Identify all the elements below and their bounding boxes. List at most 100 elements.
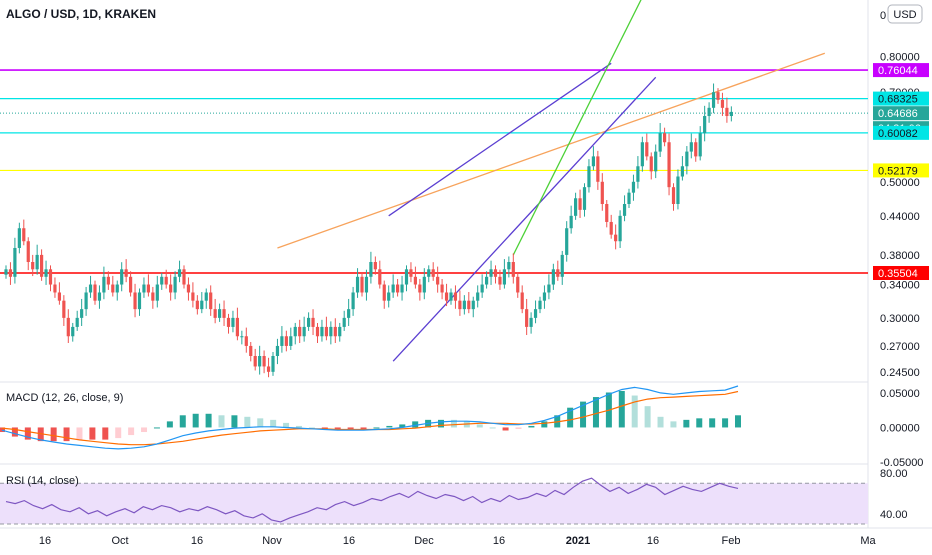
time-tick-label: Oct: [111, 535, 128, 547]
time-axis[interactable]: 16 Oct 16 Nov 16 Dec 16 2021 16 Feb Ma: [39, 535, 877, 547]
candle-body: [351, 292, 355, 310]
candle-body: [507, 262, 511, 270]
candle-body: [360, 276, 364, 293]
candle-body: [694, 142, 698, 157]
candle-body: [4, 269, 8, 275]
candle-body: [124, 269, 128, 277]
price-label-bg: [873, 63, 929, 78]
candle-body: [17, 228, 21, 248]
price-axis[interactable]: 0.800000.700000.600000.500000.440000.380…: [880, 52, 923, 521]
candle-body: [355, 276, 360, 293]
macd-histogram-bar: [244, 416, 251, 428]
macd-histogram-bar: [618, 390, 625, 428]
candle-body: [120, 269, 124, 285]
candle-body: [449, 292, 453, 301]
candle-body: [218, 309, 222, 318]
candle-body: [467, 300, 471, 310]
candle-body: [703, 116, 707, 134]
candle-body: [93, 284, 97, 301]
macd-histogram-bar: [502, 427, 509, 431]
macd-histogram-bar: [102, 427, 109, 440]
candle-body: [440, 284, 444, 293]
price-tick-label: 0.44000: [880, 211, 920, 223]
candle-body: [462, 300, 466, 310]
candle-body: [53, 284, 57, 293]
candle-body: [240, 336, 244, 338]
trendline-green-support: [512, 0, 642, 256]
price-label-bg: [873, 163, 929, 178]
candle-body: [409, 269, 413, 277]
candle-body: [720, 99, 725, 108]
price-label-text: 0.35504: [878, 268, 918, 280]
candle-body: [8, 269, 13, 277]
macd-histogram-bar: [50, 427, 57, 442]
time-tick-label: Dec: [414, 535, 434, 547]
candle-body: [66, 317, 70, 337]
time-tick-label: Ma: [860, 535, 876, 547]
candle-body: [529, 317, 533, 327]
macd-histogram-bar: [295, 425, 302, 428]
price-label-bg: [873, 106, 929, 121]
candle-body: [84, 292, 88, 310]
price-label-horizontal-line: 0.68325: [873, 91, 929, 106]
candle-body: [182, 269, 186, 285]
candle-body: [329, 326, 333, 337]
candle-body: [569, 215, 573, 229]
candle-body: [75, 317, 79, 327]
candle-body: [698, 133, 702, 157]
candle-body: [204, 292, 208, 301]
candle-body: [137, 292, 142, 310]
candle-body: [249, 345, 253, 356]
candle-body: [485, 276, 489, 285]
candle-body: [226, 317, 231, 327]
candle-body: [711, 92, 716, 108]
candle-body: [378, 269, 382, 285]
candle-body: [493, 269, 498, 277]
candle-body: [253, 355, 257, 367]
candle-body: [284, 336, 288, 346]
candle-body: [271, 355, 275, 372]
candle-body: [520, 292, 524, 310]
candle-body: [275, 345, 280, 356]
rsi-tick-label: 80.00: [880, 468, 908, 480]
candle-body: [636, 166, 640, 182]
candle-body: [538, 300, 542, 310]
rsi-line: [5, 477, 739, 523]
candle-body: [22, 228, 26, 242]
candle-body: [280, 336, 284, 346]
candle-body: [560, 254, 564, 277]
candle-body: [111, 284, 115, 293]
macd-histogram-bar: [205, 413, 212, 428]
symbol-title: ALGO / USD, 1D, KRAKEN: [6, 7, 156, 21]
macd-histogram-bar: [128, 427, 135, 436]
price-label-horizontal-line: 0.76044: [873, 63, 929, 78]
candle-body: [173, 276, 177, 293]
macd-histogram-bar: [386, 425, 393, 428]
price-label-bg: [873, 91, 929, 106]
candle-body: [622, 203, 627, 216]
price-label-bg: [873, 125, 929, 140]
price-labels: 0.760440.683250.6468604:31:060.600820.52…: [873, 63, 929, 280]
macd-histogram-bar: [166, 421, 173, 428]
macd-histogram-bar: [644, 406, 651, 428]
candle-body: [231, 317, 235, 327]
candle-body: [222, 309, 226, 318]
rsi-indicator: [5, 477, 739, 523]
currency-button[interactable]: USD: [887, 4, 923, 24]
price-label-text: 0.52179: [878, 165, 918, 177]
candle-body: [542, 292, 547, 301]
macd-histogram-bar: [696, 418, 703, 428]
candle-body: [547, 284, 551, 293]
macd-histogram-bar: [592, 397, 599, 428]
candle-body: [551, 269, 555, 285]
candle-body: [200, 300, 204, 310]
candle-body: [235, 317, 239, 337]
candle-body: [729, 111, 733, 117]
candle-body: [35, 254, 39, 270]
macd-histogram-bar: [231, 415, 238, 428]
macd-line: [1, 385, 739, 450]
candle-body: [663, 133, 667, 143]
macd-histogram-bar: [541, 421, 548, 428]
